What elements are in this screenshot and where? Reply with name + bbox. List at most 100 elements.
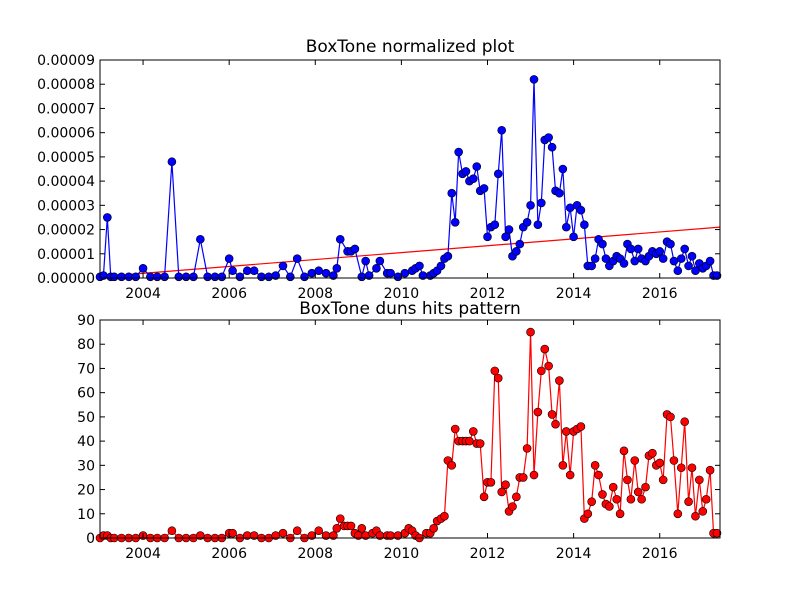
data-point — [386, 268, 395, 278]
data-point — [623, 475, 632, 485]
y-tick-label: 80 — [77, 337, 95, 353]
data-point — [658, 475, 668, 485]
data-point — [501, 480, 510, 490]
data-point — [447, 188, 457, 198]
x-tick-label: 2004 — [125, 286, 161, 302]
data-point — [131, 272, 141, 282]
data-point — [537, 198, 546, 208]
data-point — [501, 232, 510, 242]
data-point — [454, 147, 463, 157]
data-point — [601, 254, 611, 263]
y-tick-label: 0.00009 — [37, 53, 95, 69]
y-tick-label: 0.00004 — [37, 174, 95, 190]
y-tick-label: 20 — [77, 483, 95, 499]
y-tick-label: 40 — [77, 434, 95, 450]
y-tick-label: 0.00003 — [37, 198, 95, 214]
data-point — [278, 528, 288, 538]
data-point — [712, 528, 722, 538]
data-point — [598, 490, 607, 499]
data-point — [415, 261, 424, 271]
data-point — [684, 497, 693, 506]
data-point — [138, 264, 148, 273]
data-point — [666, 412, 675, 422]
data-point — [249, 266, 259, 276]
data-point — [472, 162, 482, 171]
data-point — [493, 169, 503, 179]
data-point — [615, 509, 625, 519]
data-point — [673, 509, 683, 519]
chart-boxtone-normalized: BoxTone normalized plot 2004 2006 2008 2010… — [37, 37, 722, 302]
data-point — [676, 254, 686, 263]
data-point — [393, 272, 403, 282]
data-point — [375, 256, 385, 266]
x-tick-label: 2016 — [642, 286, 678, 302]
data-point — [361, 256, 370, 266]
y-tick-label: 70 — [77, 361, 95, 377]
x-tick-label: 2010 — [384, 286, 420, 302]
x-tick-label: 2004 — [125, 546, 161, 562]
data-point — [537, 366, 546, 376]
y-tick-label: 0.00000 — [37, 271, 95, 287]
data-point — [695, 475, 704, 485]
y-tick-label: 0 — [86, 531, 95, 547]
data-point — [544, 133, 553, 142]
data-point — [257, 272, 266, 282]
data-point — [680, 417, 689, 427]
data-point — [565, 470, 575, 480]
data-point — [544, 361, 553, 371]
x-tick-label: 2008 — [297, 286, 333, 302]
data-point — [372, 264, 381, 273]
plot-area — [100, 320, 720, 538]
x-tick-label: 2016 — [642, 546, 678, 562]
y-tick-label: 50 — [77, 410, 95, 426]
data-point — [705, 256, 715, 266]
data-point — [465, 436, 474, 446]
data-point — [691, 511, 700, 521]
data-point — [687, 251, 697, 261]
data-point — [698, 507, 708, 516]
y-tick-label: 0.00005 — [37, 150, 95, 166]
x-tick-label: 2012 — [470, 546, 506, 562]
x-tick-label: 2006 — [211, 286, 247, 302]
data-point — [637, 494, 646, 504]
y-tick-label: 30 — [77, 458, 95, 474]
data-point — [228, 266, 237, 276]
data-point — [196, 234, 205, 244]
data-point — [619, 446, 629, 456]
data-point — [658, 254, 668, 263]
data-point — [486, 477, 496, 487]
data-point — [443, 251, 453, 261]
data-point — [167, 157, 177, 167]
data-point — [335, 234, 345, 244]
data-point — [479, 184, 489, 193]
data-point — [648, 448, 657, 458]
data-point — [314, 266, 324, 276]
data-point — [203, 272, 212, 282]
data-point — [436, 261, 446, 271]
data-point — [558, 164, 568, 174]
data-point — [483, 232, 492, 242]
chart-duns-hits-pattern: BoxTone duns hits pattern 2004 2006 2008 20… — [77, 299, 722, 562]
data-point — [576, 205, 586, 215]
x-tick-label: 2014 — [556, 286, 592, 302]
data-point — [346, 521, 356, 531]
data-point — [561, 427, 571, 436]
y-tick-label: 0.00002 — [37, 223, 95, 239]
data-point — [641, 482, 650, 492]
data-point — [533, 220, 543, 230]
data-point — [512, 492, 521, 502]
x-tick-label: 2010 — [384, 546, 420, 562]
y-tick-label: 0.00007 — [37, 101, 95, 117]
data-point — [181, 272, 191, 282]
data-point — [608, 482, 618, 492]
data-point — [619, 259, 629, 268]
data-point — [676, 463, 686, 473]
data-point — [576, 422, 586, 431]
data-point — [400, 268, 410, 278]
data-point — [450, 217, 460, 227]
data-point — [217, 272, 227, 282]
data-point — [450, 424, 460, 434]
chart-title: BoxTone normalized plot — [306, 37, 515, 57]
data-point — [655, 458, 665, 468]
